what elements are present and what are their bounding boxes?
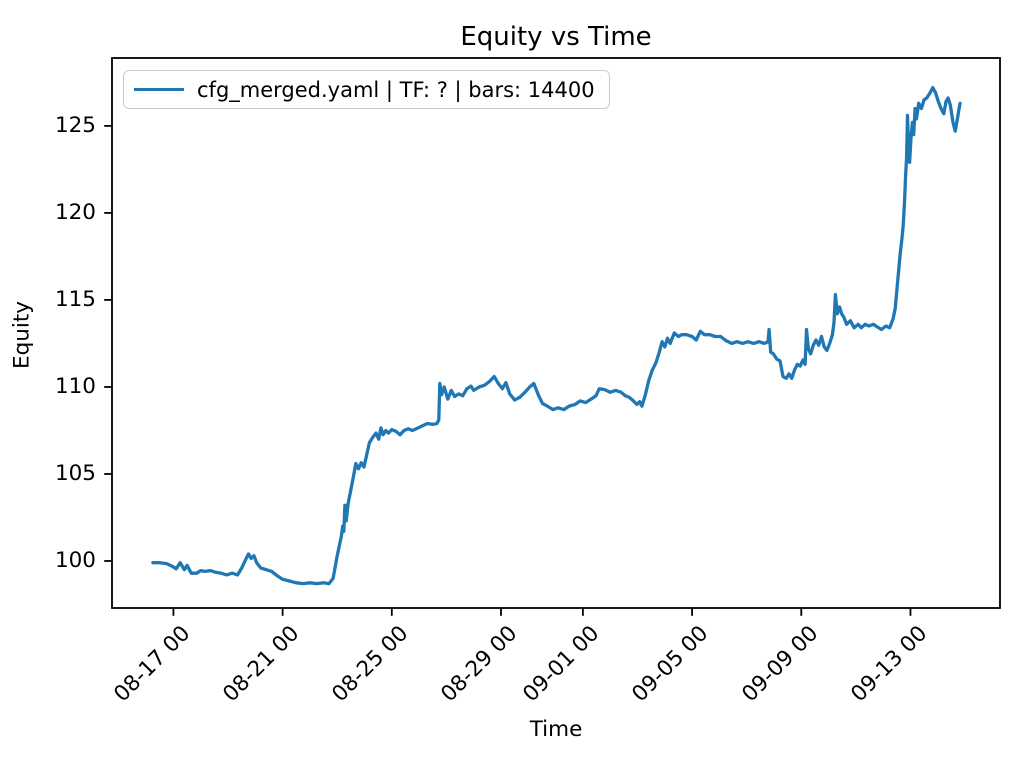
y-tick-label: 105 — [54, 460, 96, 486]
legend: cfg_merged.yaml | TF: ? | bars: 14400 — [123, 70, 610, 109]
x-axis-label: Time — [529, 717, 583, 742]
y-tick-label: 115 — [54, 286, 96, 312]
plot-border — [111, 57, 1001, 609]
y-tick-label: 125 — [54, 112, 96, 138]
y-tick-label: 120 — [54, 199, 96, 225]
legend-entry-label: cfg_merged.yaml | TF: ? | bars: 14400 — [197, 77, 595, 102]
y-tick-marks — [104, 124, 112, 562]
legend-line-swatch — [134, 87, 184, 92]
x-tick-marks — [172, 608, 912, 616]
chart-title: Equity vs Time — [460, 22, 652, 52]
equity-line-series — [151, 85, 962, 586]
y-tick-label: 100 — [54, 548, 96, 573]
y-tick-label: 110 — [54, 373, 96, 399]
